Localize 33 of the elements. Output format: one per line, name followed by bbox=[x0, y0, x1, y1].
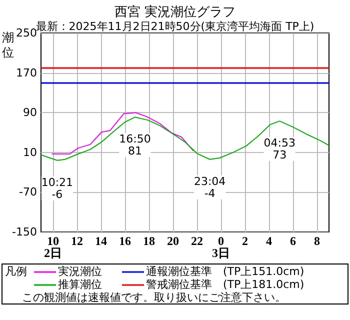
x-tick-label: 20 bbox=[167, 234, 179, 248]
annotation: 16:50 81 bbox=[119, 132, 151, 158]
legend-label: 通報潮位基準 (TP上151.0cm) bbox=[146, 265, 304, 278]
text: この観測値は速報値です。取り扱いにご注意下さい。 bbox=[22, 291, 286, 304]
y-tick-label: -150 bbox=[12, 226, 37, 238]
chart-subtitle: 最新：2025年11月2日21時50分(東京湾平均海面 TP上) bbox=[36, 20, 314, 33]
x-tick-label: 0 3日 bbox=[212, 234, 230, 260]
x-tick-label: 10 2日 bbox=[44, 234, 62, 260]
x-tick-label: 12 bbox=[71, 234, 83, 248]
y-tick-label: 90 bbox=[23, 106, 37, 120]
x-tick-label: 18 bbox=[143, 234, 155, 248]
annotation: 04:53 73 bbox=[264, 136, 296, 162]
legend-label: 推算潮位 bbox=[58, 278, 102, 291]
x-tick-label: 4 bbox=[266, 234, 272, 248]
x-tick-label: 8 bbox=[314, 234, 320, 248]
x-tick-label: 6 bbox=[290, 234, 296, 248]
annotation: 23:04 -4 bbox=[194, 174, 226, 200]
x-tick-label: 22 bbox=[191, 234, 203, 248]
y-tick-label: 170 bbox=[16, 66, 37, 80]
legend-label: 警戒潮位基準 (TP上181.0cm) bbox=[146, 278, 304, 291]
line-series bbox=[40, 116, 330, 161]
x-tick-label: 2 bbox=[242, 234, 248, 248]
x-tick-label: 16 bbox=[119, 234, 131, 248]
y-tick-label: 10 bbox=[23, 146, 37, 159]
annotation: 10:21 -6 bbox=[41, 176, 74, 201]
line-series bbox=[51, 112, 194, 154]
y-tick-label: -70 bbox=[19, 186, 37, 199]
y-axis-title: 潮位 bbox=[2, 30, 14, 60]
legend-title: 凡例 bbox=[5, 265, 27, 278]
chart-title: 西宮 実況潮位グラフ bbox=[114, 4, 236, 20]
x-tick-label: 14 bbox=[95, 234, 107, 248]
y-tick-label: 250 bbox=[16, 26, 37, 40]
legend-label: 実況潮位 bbox=[58, 265, 102, 278]
